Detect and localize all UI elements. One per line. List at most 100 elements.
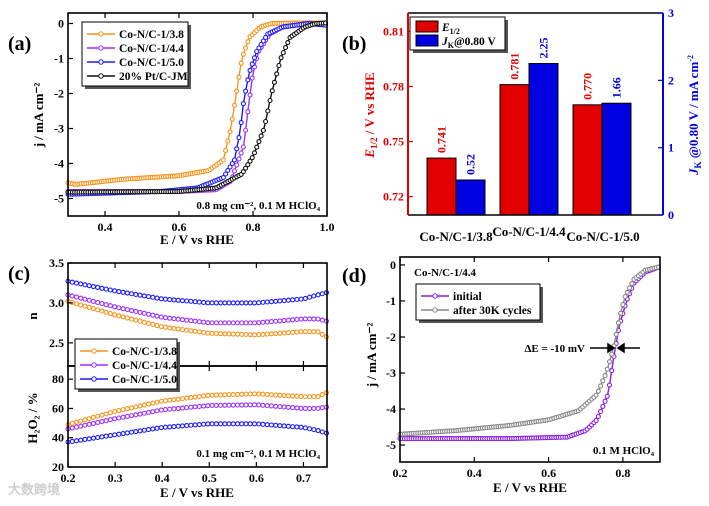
panel-c-h2o2-series-1 xyxy=(65,402,330,432)
panel-c-n-series-0-marker xyxy=(247,332,253,338)
panel-c-n-series-0-marker xyxy=(73,301,80,307)
panel-c-n-series-0-marker xyxy=(196,329,202,335)
panel-a-series-2-marker xyxy=(229,160,235,167)
panel-b-y-right-tick-label: 2 xyxy=(668,73,674,87)
panel-d-legend-marker-sample xyxy=(432,293,438,299)
panel-c-h2o2-series-2-marker xyxy=(137,428,143,434)
panel-c-h2o2-series-0-marker xyxy=(294,393,300,399)
panel-c-n-series-2-marker xyxy=(302,295,308,301)
panel-c-h2o2-series-0-marker xyxy=(158,398,164,404)
panel-c-h2o2-series-0-marker xyxy=(298,394,304,400)
panel-c-n-series-2-marker xyxy=(251,300,258,306)
panel-d-series-1-marker xyxy=(629,281,635,287)
panel-c-h2o2-series-1-marker xyxy=(78,423,84,429)
panel-c-x-tick-label: 0.3 xyxy=(108,471,123,485)
panel-b-bar-value-label: 1.66 xyxy=(610,77,624,98)
panel-c-n-series-2-marker xyxy=(129,291,135,297)
panel-c-h2o2-series-2-marker xyxy=(184,423,190,429)
panel-d-series-1-marker xyxy=(593,392,599,398)
panel-c-h2o2-series-2-marker xyxy=(311,427,317,433)
panel-c-h2o2-series-1-marker xyxy=(260,402,266,408)
panel-b-bar xyxy=(455,179,486,216)
panel-c-n-series-1-marker xyxy=(69,293,75,299)
panel-c-n-series-0-marker xyxy=(218,331,224,337)
panel-a-series-3-marker xyxy=(245,162,251,168)
panel-c-h2o2-series-1-marker xyxy=(150,409,156,415)
panel-c-h2o2-series-0-marker xyxy=(133,404,139,410)
panel-c-h2o2-series-2-marker xyxy=(167,424,173,430)
panel-c-n-series-0-marker xyxy=(239,331,245,337)
panel-c-n-series-0-marker xyxy=(175,326,181,332)
panel-c-n-series-1-marker xyxy=(90,298,96,304)
panel-c-n-series-0-marker xyxy=(124,315,130,321)
panel-d-legend-marker-sample xyxy=(432,307,438,313)
panel-d-y-tick-label: -4 xyxy=(386,402,396,416)
panel-d-label: (d) xyxy=(342,265,366,287)
panel-c-n-series-0-marker xyxy=(90,306,96,312)
panel-d-x-tick-label: 0.2 xyxy=(393,466,408,480)
panel-c-n-series-2-marker xyxy=(234,300,241,306)
panel-c-n-series-2-marker xyxy=(154,295,160,301)
panel-c-h2o2-series-0-marker xyxy=(188,395,194,401)
panel-a-series-0-marker xyxy=(238,60,244,66)
panel-c-h2o2-series-1-marker xyxy=(230,402,236,408)
panel-c-h2o2-series-0-marker xyxy=(239,391,245,397)
panel-c-h2o2-series-2-marker xyxy=(239,421,245,427)
panel-c-n-series-2-marker xyxy=(243,300,249,306)
panel-c-n-series-1-marker xyxy=(145,311,152,317)
legend-label-jk: JK@0.80 V xyxy=(441,36,496,50)
panel-c-h2o2-series-0-marker xyxy=(145,401,152,407)
panel-a-x-tick-label: 0.6 xyxy=(172,220,187,234)
panel-c-n-series-1-marker xyxy=(73,294,80,300)
panel-c-n-series-1-marker xyxy=(95,299,101,306)
panel-c-n-series-2-marker xyxy=(145,294,152,300)
panel-c-n-series-0-marker xyxy=(277,330,283,336)
panel-c-h2o2-series-0-marker xyxy=(234,391,241,397)
panel-c-h2o2-series-1-marker xyxy=(116,415,122,421)
panel-d-y-tick-label: 0 xyxy=(390,258,396,272)
panel-c-h2o2-series-2-marker xyxy=(120,431,126,437)
panel-d-series-0-marker xyxy=(595,413,601,420)
panel-c-n-series-2-marker xyxy=(184,298,190,304)
panel-c-n-series-2-marker xyxy=(201,299,207,305)
panel-a-series-2-marker xyxy=(251,55,258,61)
panel-c-n-series-0-marker xyxy=(171,325,177,332)
panel-a-series-3-marker xyxy=(278,55,284,61)
panel-c-x-tick-label: 0.6 xyxy=(249,471,264,485)
panel-c-h2o2-series-0-marker xyxy=(273,392,279,398)
panel-a-series-1-marker xyxy=(249,75,255,81)
panel-c-h2o2-series-0-marker xyxy=(141,402,147,408)
panel-a-series-1-marker xyxy=(240,144,246,150)
panel-a-series-2-marker xyxy=(245,77,251,83)
panel-c-n-series-1-marker xyxy=(243,320,249,326)
panel-c-n-series-0-marker xyxy=(290,329,296,335)
panel-c-h2o2-series-0-marker xyxy=(167,397,173,403)
panel-c-h2o2-series-1-marker xyxy=(251,402,258,408)
panel-c-n-series-0-marker xyxy=(154,323,160,329)
panel-d-series-1-marker xyxy=(595,388,601,394)
panel-c-h2o2-series-2-marker xyxy=(273,422,279,428)
panel-a-series-2-marker xyxy=(258,41,264,48)
panel-a-series-2-marker xyxy=(243,88,249,94)
panel-c-n-series-2-marker xyxy=(218,300,224,306)
panel-d-title: Co-N/C-1/4.4 xyxy=(414,267,477,279)
panel-c-n-series-2-marker xyxy=(99,285,105,291)
panel-c-n-series-1-marker xyxy=(158,314,164,320)
panel-a-series-2-marker xyxy=(231,157,238,163)
panel-d-series-0-marker xyxy=(609,368,615,374)
panel-c-n-series-2-marker xyxy=(268,299,274,305)
panel-c-h2o2-series-1-marker xyxy=(285,404,291,410)
panel-c-n-series-0 xyxy=(65,298,330,340)
panel-c-h2o2-series-0-marker xyxy=(311,394,317,400)
panel-c-h2o2-series-2-marker xyxy=(95,434,101,441)
panel-c-h2o2-series-1-marker xyxy=(294,405,300,411)
panel-c-legend-label: Co-N/C-1/4.4 xyxy=(112,360,177,372)
panel-c-n-series-0-marker xyxy=(294,329,300,335)
panel-c-annotation: 0.1 mg cm⁻², 0.1 M HClO₄ xyxy=(196,448,320,460)
panel-b-y-left-tick-label: 0.72 xyxy=(383,190,404,204)
panel-c-n-series-1-marker xyxy=(307,316,313,322)
panel-c-h2o2-series-0-marker xyxy=(137,403,143,409)
panel-c-n-series-1-marker xyxy=(205,320,211,326)
panel-d-y-tick-label: -5 xyxy=(386,438,396,452)
panel-d-y-tick-label: -1 xyxy=(386,294,396,308)
